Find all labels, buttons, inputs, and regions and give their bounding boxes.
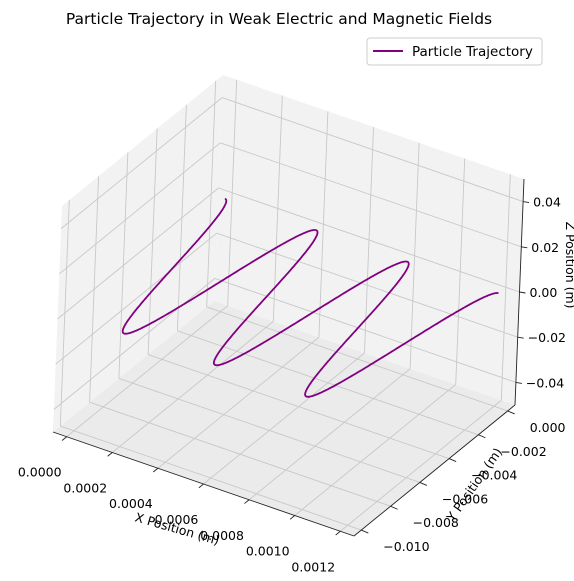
y-grid-floor	[147, 354, 450, 460]
axis-panes	[53, 75, 524, 536]
x-tick-label: 0.0012	[291, 559, 335, 574]
y-tick-label: −0.004	[471, 468, 517, 483]
x-grid-floor	[157, 336, 320, 469]
y-axis-ticks: −0.010 −0.008 −0.006 −0.004 −0.002 0.000	[361, 410, 566, 554]
trajectory-line	[121, 197, 500, 398]
z-tick-label: −0.04	[526, 375, 564, 390]
y-grid-floor	[118, 377, 421, 483]
y-tick-label: −0.010	[383, 539, 429, 554]
z-grid-back	[221, 97, 524, 203]
z-grid-side	[57, 187, 219, 320]
y-tick-label: −0.008	[413, 515, 459, 530]
z-grid-side	[55, 232, 217, 365]
x-grid-floor	[294, 384, 456, 516]
legend: Particle Trajectory	[366, 37, 543, 66]
x-tick-label: 0.0006	[155, 512, 199, 527]
z-tick-mark	[521, 246, 528, 249]
x-grid-floor	[248, 368, 411, 501]
z-tick-label: −0.02	[528, 330, 566, 345]
legend-label: Particle Trajectory	[412, 44, 533, 60]
y-grid-floor	[177, 330, 479, 436]
z-axis-label: Z Position (m)	[563, 221, 574, 308]
z-grid-back	[216, 232, 518, 338]
y-grid-floor	[89, 401, 391, 507]
series-group	[121, 197, 500, 398]
z-tick-mark	[515, 381, 522, 384]
x-grid-floor	[203, 352, 365, 485]
y-tick-label: 0.000	[530, 420, 566, 435]
x-grid-floor	[112, 321, 274, 453]
z-grid-side	[60, 97, 223, 229]
x-tick-mark	[152, 467, 159, 473]
y-tick-mark	[390, 505, 398, 510]
y-grid-floor	[206, 306, 508, 412]
x-tick-label: 0.0004	[109, 496, 153, 511]
y-tick-mark	[448, 458, 457, 463]
y-tick-label: −0.006	[442, 491, 488, 506]
z-tick-label: 0.00	[530, 285, 558, 300]
x-tick-mark	[198, 483, 204, 489]
z-tick-mark	[523, 201, 530, 204]
x-grid-floor	[340, 399, 502, 532]
x-tick-mark	[107, 452, 113, 457]
legend-frame	[366, 37, 543, 66]
x-tick-mark	[289, 515, 295, 520]
x-tick-label: 0.0002	[63, 481, 107, 496]
z-grid-back	[218, 187, 520, 293]
x-tick-mark	[61, 436, 67, 441]
grid-lines	[53, 79, 524, 532]
y-tick-mark	[478, 434, 486, 439]
x-tick-label: 0.0008	[200, 528, 244, 543]
z-grid-back	[220, 142, 522, 248]
z-grid-back	[214, 277, 517, 383]
y-grid-floor	[60, 425, 362, 531]
x-axis-ticks: 0.00000.00020.00040.00060.00080.00100.00…	[18, 436, 341, 574]
y-tick-mark	[507, 410, 515, 415]
z-tick-mark	[519, 291, 526, 294]
x-tick-mark	[335, 530, 341, 536]
z-tick-mark	[517, 336, 524, 339]
x-tick-label: 0.0000	[18, 465, 62, 480]
x-grid-floor	[66, 305, 228, 438]
y-axis-label: Y Position (m)	[443, 445, 505, 525]
z-grid-side	[59, 142, 221, 275]
y-tick-label: −0.002	[500, 444, 546, 459]
z-grid-side	[53, 278, 216, 410]
x-tick-mark	[244, 499, 250, 504]
y-tick-mark	[361, 529, 369, 534]
chart-title: Particle Trajectory in Weak Electric and…	[66, 10, 492, 28]
z-tick-label: 0.04	[533, 195, 561, 210]
x-tick-label: 0.0010	[246, 544, 290, 559]
z-tick-label: 0.02	[531, 240, 559, 255]
z-axis-ticks: −0.04 −0.02 0.00 0.02 0.04	[515, 195, 566, 390]
y-axis-line	[353, 404, 516, 537]
y-tick-mark	[419, 481, 428, 486]
